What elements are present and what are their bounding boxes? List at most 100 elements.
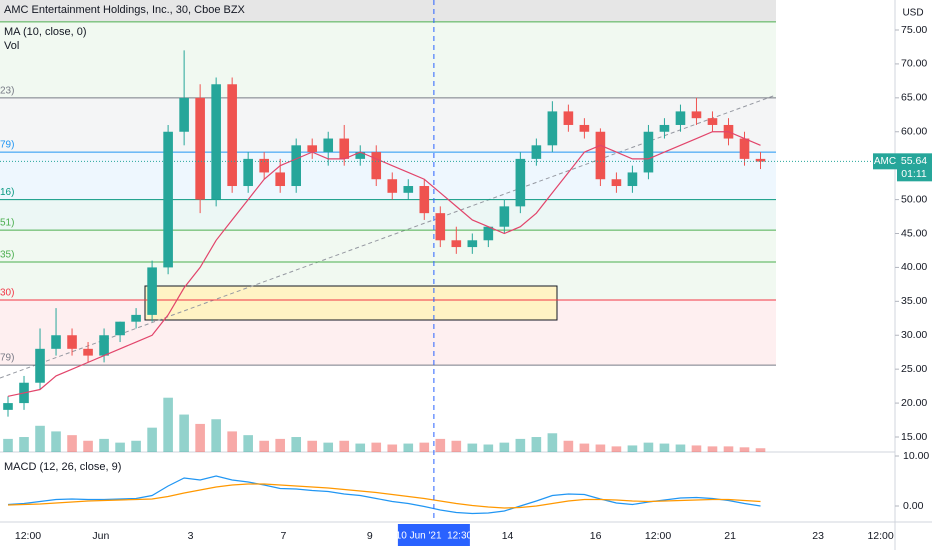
volume-bar	[627, 445, 638, 452]
candle-body	[179, 97, 189, 132]
y-tick-label: 40.00	[901, 261, 927, 273]
zone-box	[144, 285, 558, 321]
volume-bar	[83, 440, 93, 452]
candle-body	[451, 240, 462, 248]
candle-body	[227, 84, 237, 187]
candle-body	[67, 335, 77, 349]
x-tick-label: 23	[812, 530, 824, 542]
candle-body	[755, 158, 766, 162]
cursor-tag: 10 Jun '21 12:30	[396, 531, 473, 542]
candle-body	[499, 206, 510, 227]
currency: USD	[902, 8, 923, 19]
cursor-tag-bg	[397, 524, 470, 546]
volume-bar	[723, 446, 734, 452]
fib-label: 16)	[0, 187, 14, 198]
volume-bar	[515, 438, 526, 452]
volume-bar	[547, 433, 558, 452]
price-tag-bg	[897, 153, 932, 182]
y-tick-label: 60.00	[901, 126, 927, 138]
y-tick-label: 65.00	[901, 92, 927, 104]
candle-body	[147, 267, 157, 315]
candle-body	[483, 226, 494, 241]
candle-body	[531, 145, 542, 159]
candle-body	[371, 152, 382, 180]
candle-body	[211, 84, 221, 200]
ma-line	[7, 131, 761, 397]
volume-bar	[675, 444, 686, 452]
candle-body	[51, 335, 61, 349]
x-tick-label: 9	[367, 530, 373, 542]
candle-body	[659, 124, 670, 132]
volume-bar	[35, 425, 45, 452]
y-tick-label: 70.00	[901, 58, 927, 70]
candle-body	[739, 138, 750, 159]
volume-bar	[419, 442, 430, 452]
volume-bar	[195, 423, 205, 452]
macd-tick-label: 0.00	[903, 500, 924, 512]
volume-bar	[371, 442, 382, 452]
volume-bar	[339, 440, 350, 452]
candle-body	[131, 314, 141, 322]
candle-body	[419, 186, 430, 214]
fib-band	[0, 199, 776, 231]
volume-bar	[643, 442, 654, 452]
symbol-tag: AMC	[874, 156, 896, 167]
indicator-label: MA (10, close, 0)	[4, 26, 87, 38]
candle-body	[547, 111, 558, 146]
volume-bar	[115, 442, 125, 452]
candle-body	[259, 158, 269, 173]
candle-body	[611, 179, 622, 187]
volume-bar	[51, 431, 61, 452]
price-tag: 55.64	[901, 155, 927, 167]
candle-body	[99, 335, 109, 356]
candle-body	[195, 97, 205, 200]
macd-line	[7, 475, 761, 515]
volume-bar	[707, 446, 718, 452]
candle-body	[275, 172, 285, 187]
fib-band	[0, 97, 776, 153]
candle-body	[355, 152, 366, 159]
x-tick-label: 7	[280, 530, 286, 542]
chart-title: AMC Entertainment Holdings, Inc., 30, Cb…	[4, 4, 246, 16]
volume-bar	[3, 438, 13, 452]
macd-tick-label: 10.00	[903, 450, 929, 462]
candle-body	[563, 111, 574, 125]
candle-body	[387, 179, 398, 193]
candle-body	[291, 145, 302, 187]
candle-body	[115, 321, 125, 336]
fib-label: 79)	[0, 353, 14, 364]
volume-bar	[483, 444, 494, 452]
y-tick-label: 25.00	[901, 363, 927, 375]
candle-body	[163, 131, 173, 268]
x-tick-label: 16	[590, 530, 602, 542]
volume-bar	[611, 446, 622, 452]
fib-label: 51)	[0, 218, 14, 229]
volume-bar	[403, 443, 414, 452]
x-tick-label: 21	[724, 530, 736, 542]
volume-bar	[227, 431, 237, 452]
volume-bar	[435, 438, 446, 452]
x-tick-label: 12:00	[15, 530, 41, 542]
fib-label: 79)	[0, 140, 14, 151]
volume-bar	[291, 437, 302, 452]
y-tick-label: 35.00	[901, 295, 927, 307]
y-tick-label: 20.00	[901, 397, 927, 409]
x-tick-label: 14	[502, 530, 514, 542]
volume-bar	[243, 435, 253, 452]
volume-bar	[755, 448, 766, 452]
volume-bar	[67, 435, 77, 452]
volume-bar	[211, 419, 221, 452]
x-tick-label: 12:00	[645, 530, 671, 542]
fib-label: 23)	[0, 85, 14, 96]
volume-bar	[451, 440, 462, 452]
y-tick-label: 30.00	[901, 329, 927, 341]
candle-body	[339, 138, 350, 159]
candle-body	[595, 131, 606, 180]
volume-bar	[387, 444, 398, 452]
indicator-label: Vol	[4, 40, 19, 52]
candle-body	[323, 138, 334, 153]
volume-bar	[691, 445, 702, 452]
y-tick-label: 75.00	[901, 24, 927, 36]
volume-bar	[355, 443, 366, 452]
candle-body	[515, 158, 526, 207]
